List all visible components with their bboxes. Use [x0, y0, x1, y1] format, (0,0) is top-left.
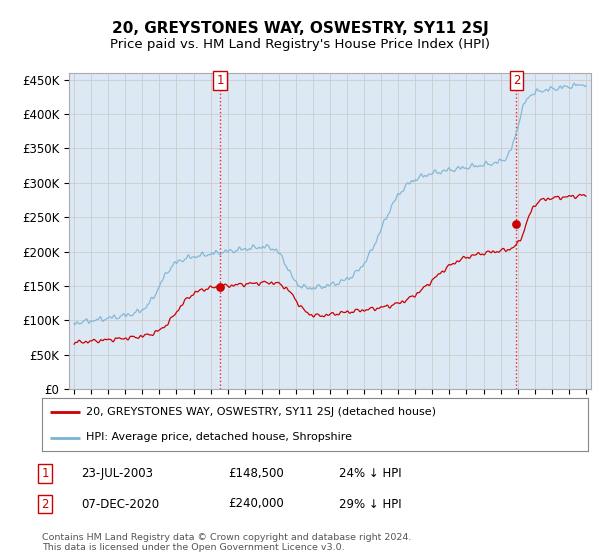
Text: 29% ↓ HPI: 29% ↓ HPI [339, 497, 401, 511]
Point [512, 220, 521, 228]
Text: 1: 1 [216, 74, 224, 87]
Text: This data is licensed under the Open Government Licence v3.0.: This data is licensed under the Open Gov… [42, 543, 344, 552]
Text: 07-DEC-2020: 07-DEC-2020 [81, 497, 159, 511]
Text: 20, GREYSTONES WAY, OSWESTRY, SY11 2SJ: 20, GREYSTONES WAY, OSWESTRY, SY11 2SJ [112, 21, 488, 35]
Text: 1: 1 [41, 466, 49, 480]
Text: 2: 2 [513, 74, 520, 87]
Text: 24% ↓ HPI: 24% ↓ HPI [339, 466, 401, 480]
Text: 2: 2 [41, 497, 49, 511]
Text: £240,000: £240,000 [228, 497, 284, 511]
Text: £148,500: £148,500 [228, 466, 284, 480]
Text: 20, GREYSTONES WAY, OSWESTRY, SY11 2SJ (detached house): 20, GREYSTONES WAY, OSWESTRY, SY11 2SJ (… [86, 408, 436, 418]
Text: 23-JUL-2003: 23-JUL-2003 [81, 466, 153, 480]
Text: Contains HM Land Registry data © Crown copyright and database right 2024.: Contains HM Land Registry data © Crown c… [42, 533, 412, 542]
Point [215, 283, 225, 292]
Text: Price paid vs. HM Land Registry's House Price Index (HPI): Price paid vs. HM Land Registry's House … [110, 38, 490, 52]
Text: HPI: Average price, detached house, Shropshire: HPI: Average price, detached house, Shro… [86, 432, 352, 442]
